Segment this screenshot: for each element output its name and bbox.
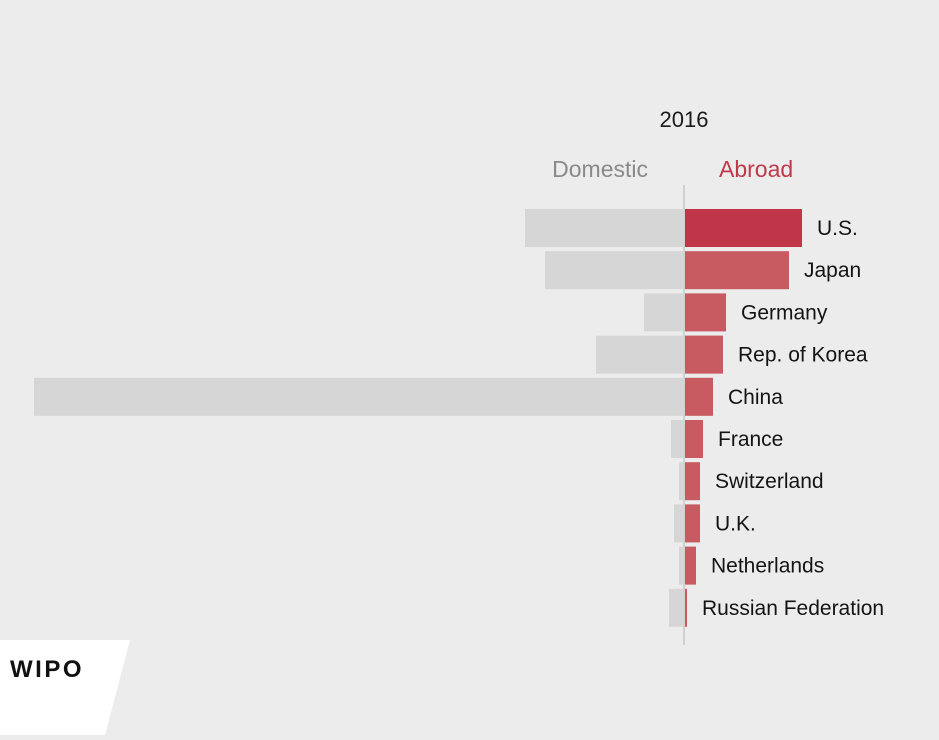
domestic-bar-4 — [34, 377, 684, 416]
logo-text: WIPO — [10, 656, 84, 683]
domestic-header: Domestic — [552, 156, 648, 182]
country-label-5: France — [718, 428, 783, 451]
domestic-bar-3 — [596, 335, 684, 374]
bars-group: U.S. Japan Germany Rep. of Korea China France… — [34, 209, 884, 627]
country-label-0: U.S. — [817, 217, 858, 240]
chart-title: 2016 — [660, 107, 709, 132]
domestic-bar-0 — [525, 209, 684, 247]
abroad-bar-4 — [685, 377, 713, 416]
country-label-1: Japan — [804, 259, 861, 282]
abroad-bar-3 — [685, 335, 723, 374]
domestic-bar-7 — [674, 504, 684, 543]
domestic-bar-9 — [669, 588, 684, 627]
abroad-bar-9 — [685, 588, 687, 627]
abroad-bar-7 — [685, 504, 700, 543]
abroad-bar-0 — [685, 209, 802, 247]
logo-background — [0, 640, 130, 735]
wipo-logo: WIPO — [0, 640, 140, 735]
abroad-bar-1 — [685, 251, 789, 290]
domestic-bar-2 — [644, 293, 684, 332]
country-label-2: Germany — [741, 301, 828, 324]
domestic-bar-6 — [679, 462, 684, 501]
country-label-7: U.K. — [715, 512, 756, 535]
country-label-8: Netherlands — [711, 555, 824, 578]
abroad-header: Abroad — [719, 156, 793, 182]
domestic-bar-1 — [545, 251, 684, 290]
abroad-bar-6 — [685, 462, 700, 501]
country-label-4: China — [728, 386, 783, 409]
domestic-bar-5 — [671, 420, 684, 458]
country-label-9: Russian Federation — [702, 597, 884, 620]
abroad-bar-2 — [685, 293, 726, 332]
abroad-bar-8 — [685, 546, 696, 585]
domestic-bar-8 — [679, 546, 684, 585]
abroad-bar-5 — [685, 420, 703, 458]
country-label-3: Rep. of Korea — [738, 344, 868, 367]
country-label-6: Switzerland — [715, 470, 824, 493]
